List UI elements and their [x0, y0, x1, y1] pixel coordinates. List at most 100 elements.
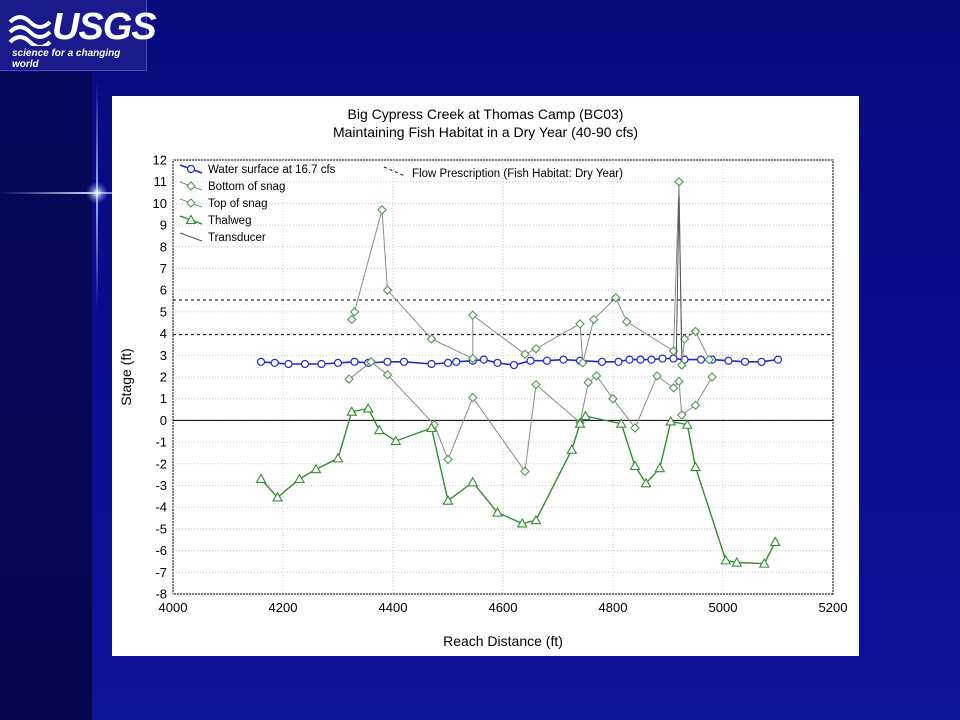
thalweg-point — [654, 462, 666, 473]
thalweg-point — [580, 410, 591, 421]
water-surface-point — [399, 357, 409, 366]
y-axis-label: Stage (ft) — [118, 348, 134, 406]
top-of-snag-point — [610, 293, 621, 303]
bottom-of-snag-point — [520, 466, 530, 477]
bottom-of-snag-point — [707, 372, 717, 382]
thalweg-point — [516, 517, 528, 528]
thalweg-point — [681, 419, 693, 429]
legend-swatch-marker — [186, 181, 196, 191]
top-of-snag-point — [349, 307, 360, 317]
y-tick-label: 6 — [160, 283, 167, 298]
water-surface-point — [493, 358, 502, 367]
thalweg-point — [629, 460, 641, 471]
x-tick-label: 4800 — [599, 600, 628, 615]
thalweg-point — [442, 495, 454, 505]
thalweg-point — [390, 435, 402, 446]
bottom-of-snag-point — [652, 371, 662, 381]
top-of-snag-point — [377, 205, 387, 215]
water-surface-point — [300, 359, 310, 369]
y-tick-label: 4 — [160, 326, 167, 341]
y-tick-label: 12 — [153, 153, 167, 168]
lens-flare-glow — [86, 182, 108, 204]
bottom-of-snag-point — [668, 383, 679, 393]
logo-text: USGS — [52, 6, 157, 48]
y-tick-label: -6 — [155, 543, 167, 558]
thalweg-point — [615, 418, 627, 428]
top-of-snag-point — [621, 316, 632, 327]
water-surface-point — [256, 357, 266, 366]
x-tick-label: 4000 — [159, 600, 188, 615]
thalweg-point — [294, 473, 305, 484]
water-surface-point — [383, 357, 392, 366]
top-of-snag-point — [382, 285, 393, 295]
water-surface-point — [479, 355, 488, 364]
thalweg-point — [310, 463, 322, 474]
thalweg-point — [758, 557, 770, 568]
left-dark-strip — [0, 72, 92, 720]
water-surface-point — [452, 357, 461, 366]
bottom-of-snag-point — [467, 392, 478, 403]
usgs-logo: USGS science for a changing world — [0, 0, 157, 71]
bottom-of-snag-point — [608, 393, 618, 404]
water-surface-point — [669, 354, 678, 363]
y-tick-label: -4 — [155, 500, 167, 515]
y-tick-label: 9 — [160, 218, 167, 233]
y-tick-label: -8 — [155, 587, 167, 602]
bottom-of-snag-point — [443, 454, 453, 465]
x-tick-label: 5200 — [819, 600, 848, 615]
legend-swatch-marker — [186, 164, 196, 174]
water-surface-point — [350, 357, 359, 366]
water-surface-point — [333, 358, 343, 367]
top-of-snag-point — [690, 326, 701, 337]
water-surface-point — [317, 359, 326, 369]
thalweg-point — [574, 418, 586, 428]
legend-entry: Bottom of snag — [208, 181, 285, 193]
thalweg-point — [769, 536, 781, 546]
x-tick-label: 4600 — [489, 600, 518, 615]
bottom-of-snag-point — [676, 410, 687, 420]
water-surface-point — [284, 359, 293, 369]
y-tick-label: -5 — [155, 521, 167, 536]
legend-swatch-marker — [185, 214, 197, 225]
chart-subtitle: Maintaining Fish Habitat in a Dry Year (… — [332, 124, 639, 140]
thalweg-point — [272, 491, 283, 502]
thalweg-point — [690, 461, 701, 472]
y-tick-label: 7 — [160, 261, 167, 276]
x-tick-label: 4400 — [379, 600, 408, 615]
water-surface-point — [724, 356, 733, 365]
bottom-of-snag-point — [591, 371, 602, 381]
chart-panel: Big Cypress Creek at Thomas Camp (BC03) … — [112, 96, 859, 656]
thalweg-point — [665, 415, 677, 426]
thalweg-point — [640, 477, 652, 488]
top-of-snag-point — [704, 354, 715, 365]
top-of-snag-point — [676, 360, 687, 370]
y-tick-label: 0 — [160, 413, 167, 428]
x-tick-label: 5000 — [709, 600, 738, 615]
bottom-of-snag-point — [382, 370, 393, 380]
y-tick-label: -3 — [155, 478, 167, 493]
water-surface-point — [757, 357, 766, 366]
y-tick-label: 10 — [153, 196, 167, 211]
legend-entry-flow-prescription: Flow Prescription (Fish Habitat: Dry Yea… — [412, 168, 623, 180]
water-surface-point — [526, 356, 535, 365]
water-surface-point — [443, 358, 453, 367]
top-of-snag-point — [588, 314, 599, 325]
water-surface-point — [658, 354, 667, 363]
thalweg-point — [255, 473, 267, 484]
legend-swatch-marker — [186, 198, 196, 208]
legend-entry: Transducer — [208, 232, 266, 244]
legend-swatch-dashed — [383, 166, 406, 177]
y-tick-label: 5 — [160, 304, 167, 319]
chart-title: Big Cypress Creek at Thomas Camp (BC03) — [347, 106, 624, 122]
bottom-of-snag-point — [674, 376, 684, 387]
bottom-of-snag-point — [583, 377, 594, 388]
top-of-snag-point — [575, 319, 585, 329]
top-of-snag-point — [467, 310, 478, 320]
transducer-line — [675, 196, 683, 356]
water-surface-point — [647, 355, 656, 364]
water-surface-point — [773, 355, 783, 364]
thalweg-point — [566, 444, 578, 454]
top-of-snag-point — [520, 349, 530, 359]
bottom-of-snag-point — [344, 374, 354, 384]
water-surface-point — [614, 357, 623, 366]
